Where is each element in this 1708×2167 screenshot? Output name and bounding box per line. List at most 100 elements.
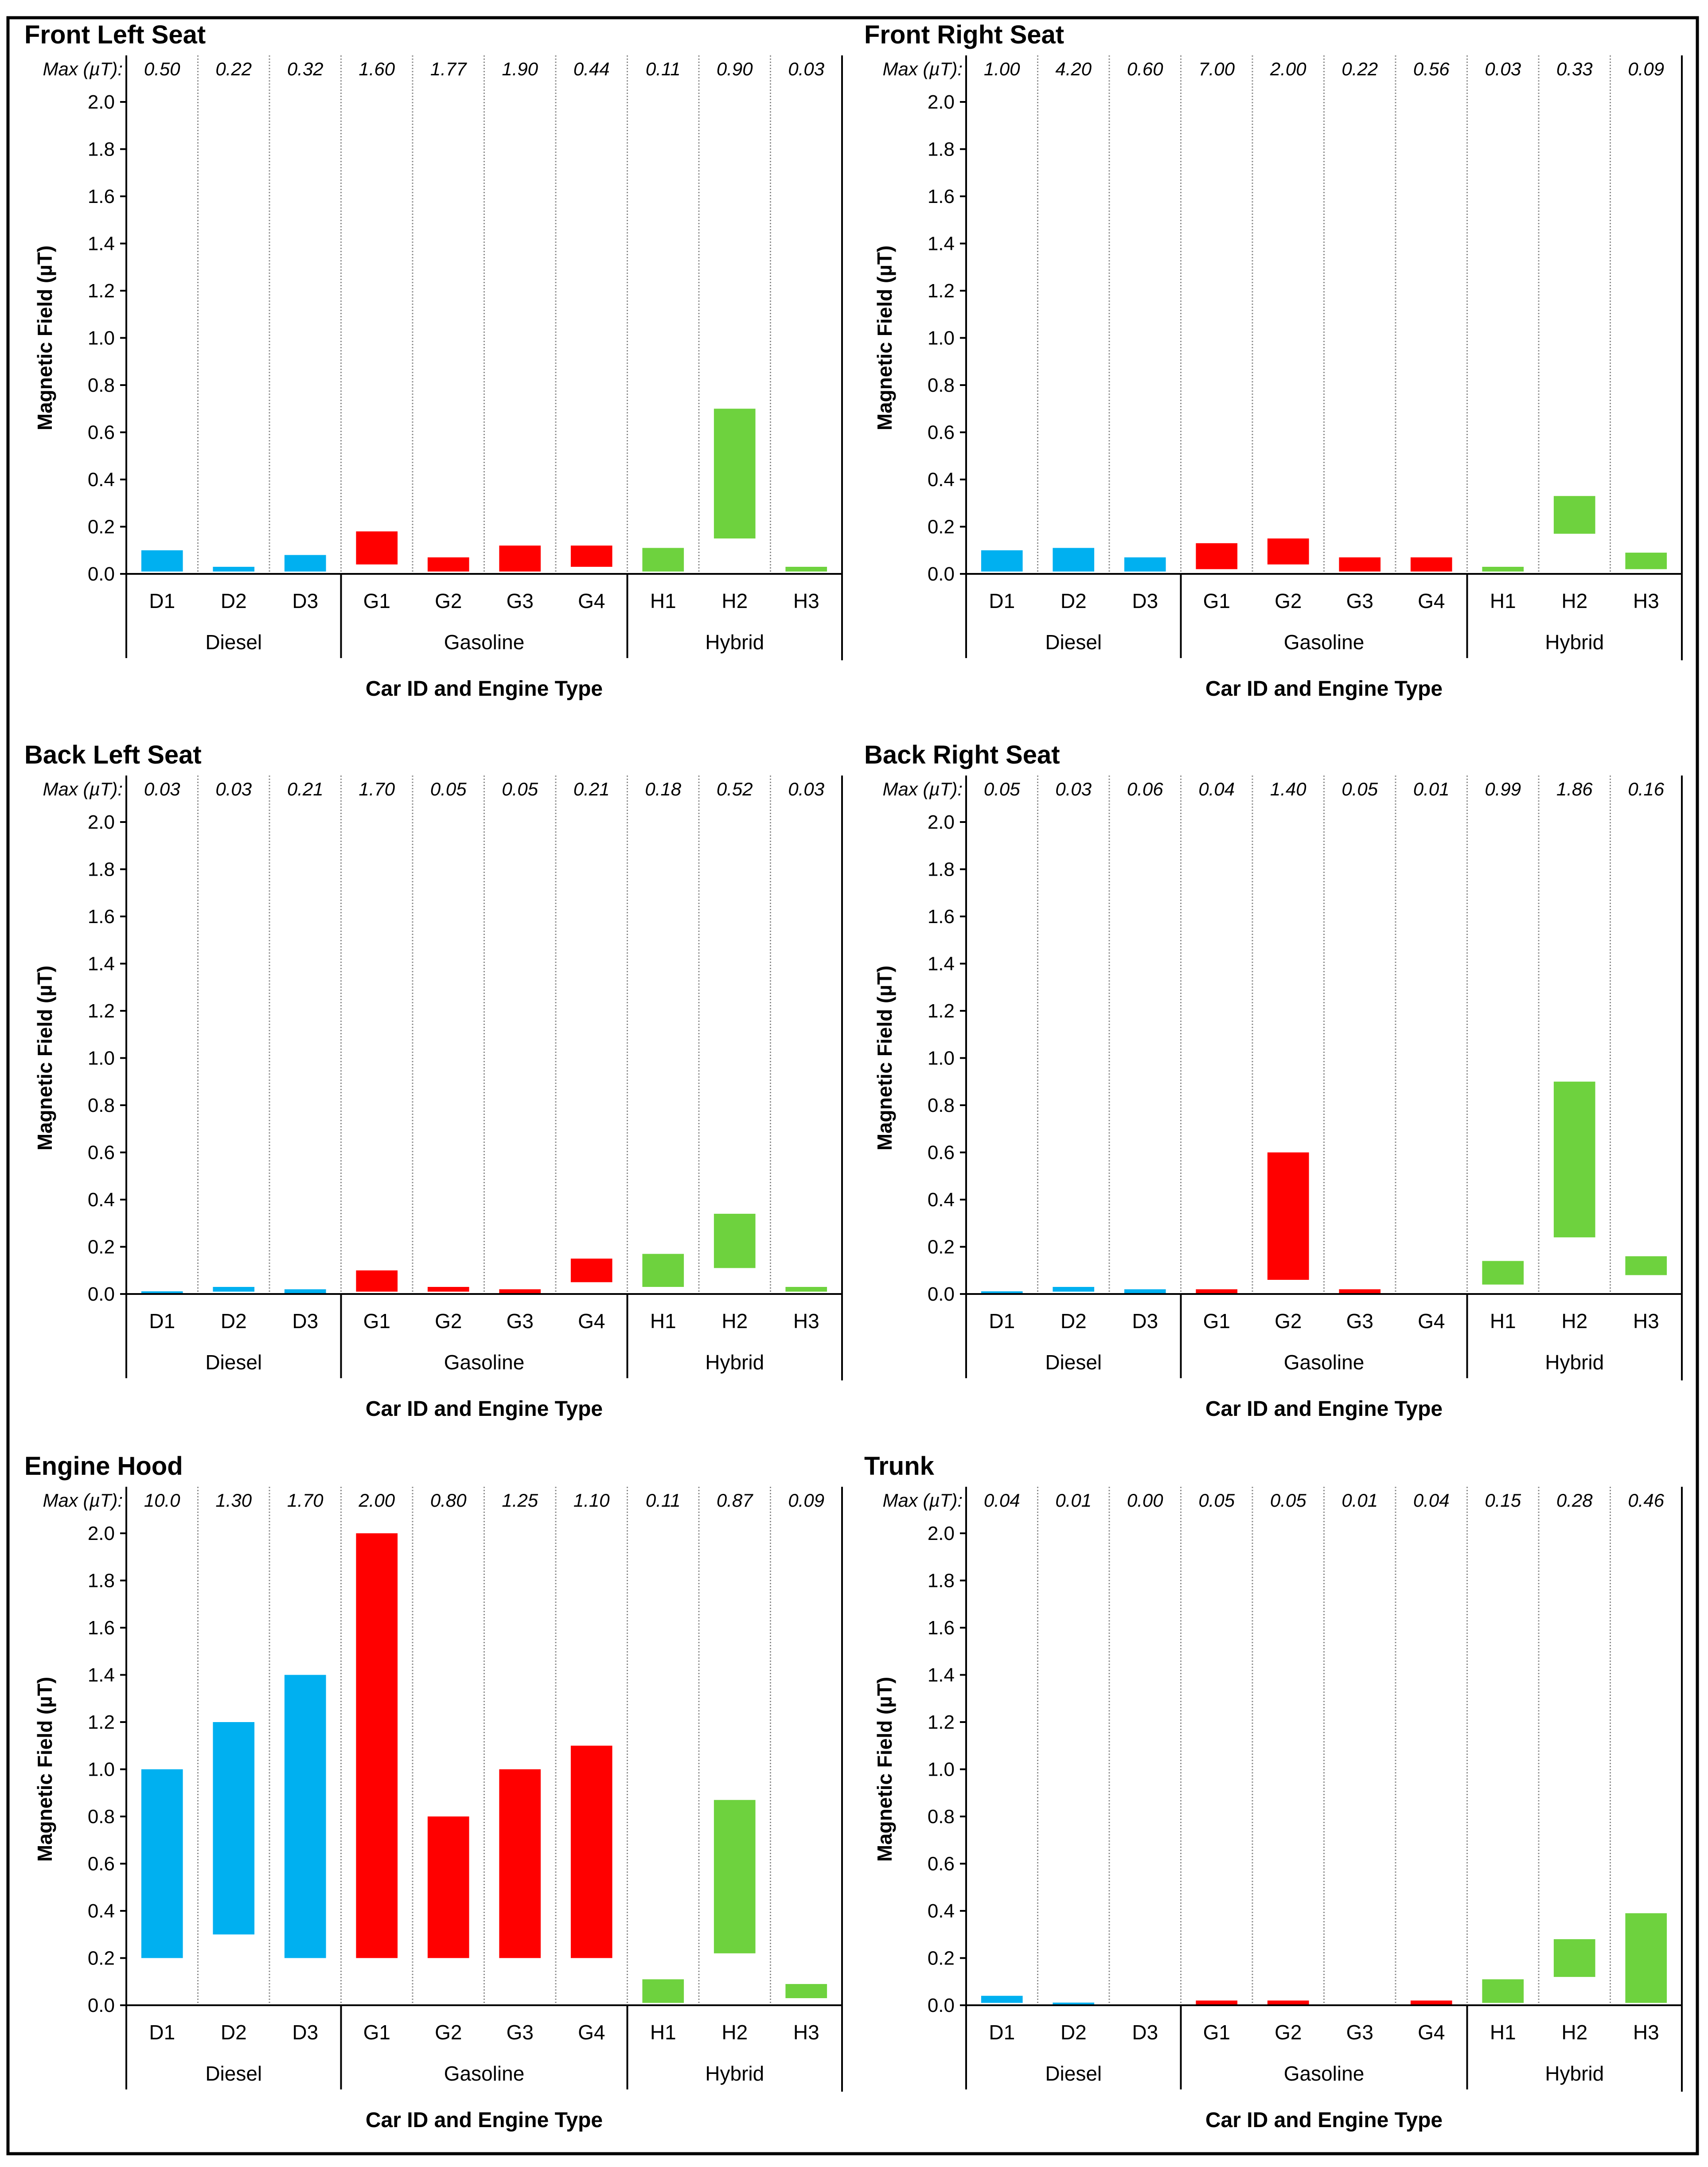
x-tick-label: G2 [435,589,462,612]
max-label: Max (µT): [882,58,963,79]
y-tick-label: 1.8 [928,859,955,881]
max-value-d2: 0.03 [1055,779,1092,799]
bar-h2[interactable] [714,1213,756,1268]
bar-g1[interactable] [1196,543,1238,569]
bar-h3[interactable] [785,1984,827,1999]
bar-g1[interactable] [1196,1289,1238,1294]
max-value-h3: 0.09 [1628,58,1664,79]
bar-h2[interactable] [714,1800,756,1953]
bar-g2[interactable] [427,1816,469,1958]
bar-h3[interactable] [1625,553,1667,569]
max-label: Max (µT): [43,58,123,79]
bar-g2[interactable] [427,1287,469,1292]
y-tick-label: 2.0 [88,811,115,833]
max-label: Max (µT): [43,779,123,799]
bar-h1[interactable] [642,1254,684,1287]
bar-h2[interactable] [1553,1939,1595,1977]
bar-g1[interactable] [356,531,398,565]
bar-g3[interactable] [499,1289,541,1294]
bar-g4[interactable] [570,1259,612,1282]
max-value-g1: 0.04 [1198,779,1235,799]
bar-h3[interactable] [1625,1256,1667,1275]
bar-d1[interactable] [141,550,183,572]
bar-g3[interactable] [1339,557,1381,572]
bar-d2[interactable] [1053,548,1095,572]
bar-h2[interactable] [1553,496,1595,534]
y-tick-label: 1.8 [928,139,955,160]
bar-h1[interactable] [1482,567,1524,572]
bar-g1[interactable] [1196,2000,1238,2005]
bar-d2[interactable] [213,567,255,572]
bar-d3[interactable] [1124,1289,1166,1294]
bar-d3[interactable] [284,1289,326,1294]
bar-g3[interactable] [499,546,541,572]
x-tick-label: G3 [507,1310,534,1333]
max-value-g4: 0.44 [573,58,610,79]
bar-d2[interactable] [213,1287,255,1292]
y-tick-label: 0.0 [88,563,115,585]
y-tick-label: 0.2 [928,516,955,538]
y-tick-label: 0.8 [88,1806,115,1828]
bar-g4[interactable] [570,1746,612,1958]
bar-g2[interactable] [427,557,469,572]
x-tick-label: H1 [1490,589,1516,612]
bar-d1[interactable] [981,1291,1023,1294]
x-tick-label: H3 [793,2021,819,2044]
bar-g3[interactable] [1339,1289,1381,1294]
y-tick-label: 0.0 [88,1995,115,2016]
y-tick-label: 1.0 [88,327,115,349]
x-tick-label: H2 [1561,1310,1587,1333]
bar-g2[interactable] [1267,538,1309,565]
bar-h1[interactable] [642,1979,684,2003]
max-value-g3: 0.01 [1341,1490,1378,1511]
bar-g1[interactable] [356,1533,398,1958]
y-tick-label: 0.8 [88,1095,115,1116]
x-tick-label: G1 [363,589,390,612]
bar-h3[interactable] [785,567,827,572]
x-tick-label: D1 [989,2021,1015,2044]
bar-d1[interactable] [141,1291,183,1294]
x-tick-label: G4 [578,589,605,612]
group-label-hybrid: Hybrid [1545,631,1604,654]
max-value-g4: 0.01 [1413,779,1450,799]
y-tick-label: 1.6 [88,906,115,928]
bar-g3[interactable] [499,1769,541,1958]
bar-g2[interactable] [1267,2000,1309,2005]
bar-d2[interactable] [213,1722,255,1935]
bar-g1[interactable] [356,1270,398,1292]
bar-g4[interactable] [1410,557,1452,572]
x-tick-label: D1 [989,1310,1015,1333]
y-axis-title: Magnetic Field (µT) [33,246,56,431]
bar-g2[interactable] [1267,1152,1309,1280]
group-label-gasoline: Gasoline [444,2062,525,2085]
y-tick-label: 0.6 [928,422,955,444]
bar-g4[interactable] [570,546,612,567]
x-tick-label: G2 [435,1310,462,1333]
bar-h1[interactable] [642,548,684,572]
bar-g4[interactable] [1410,2000,1452,2005]
y-tick-label: 0.6 [88,1142,115,1164]
max-value-d1: 10.0 [144,1490,180,1511]
bar-d3[interactable] [1124,557,1166,572]
bar-h3[interactable] [785,1287,827,1292]
bar-d2[interactable] [1053,2003,1095,2005]
bar-h2[interactable] [714,409,756,539]
max-value-d1: 0.03 [144,779,180,799]
bar-h1[interactable] [1482,1979,1524,2003]
max-value-h3: 0.16 [1628,779,1664,799]
bar-h2[interactable] [1553,1081,1595,1238]
bar-h3[interactable] [1625,1913,1667,2003]
max-value-h3: 0.46 [1628,1490,1664,1511]
max-value-h1: 0.11 [646,1490,681,1511]
x-axis-title: Car ID and Engine Type [366,2109,603,2132]
x-axis-title: Car ID and Engine Type [1205,1397,1443,1421]
bar-d1[interactable] [141,1769,183,1958]
bar-d1[interactable] [981,550,1023,572]
bar-d3[interactable] [284,1675,326,1958]
bar-d2[interactable] [1053,1287,1095,1292]
x-tick-label: G3 [1346,589,1373,612]
bar-h1[interactable] [1482,1261,1524,1285]
bar-d3[interactable] [284,555,326,572]
y-tick-label: 0.0 [928,563,955,585]
bar-d1[interactable] [981,1996,1023,2003]
